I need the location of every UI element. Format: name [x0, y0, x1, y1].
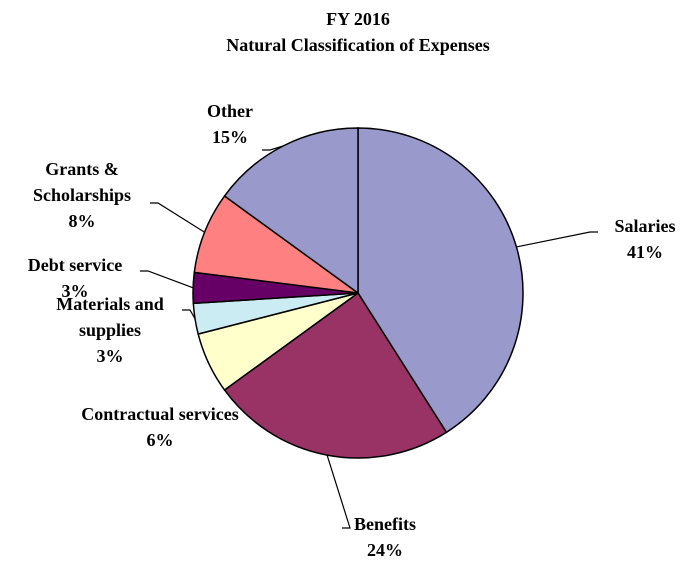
slice-label: Materials and supplies [56, 294, 164, 340]
slice-label: Contractual services [81, 404, 238, 424]
label-line: Contractual services [81, 404, 238, 424]
label-line: Benefits [354, 514, 416, 534]
slice-label: Salaries [615, 216, 676, 236]
slice-label: Debt service [28, 255, 122, 275]
leader-line [182, 309, 196, 320]
leader-line [516, 231, 598, 248]
label-line: Salaries [615, 216, 676, 236]
slice-value-label: 3% [97, 346, 124, 366]
leader-line [326, 454, 351, 529]
slice-value-label: 41% [627, 242, 663, 262]
slice-value-label: 15% [212, 127, 248, 147]
labels: Salaries 41% Benefits 24% Contractual servic… [28, 101, 676, 560]
leader-line [262, 145, 284, 151]
leader-line [150, 202, 205, 233]
slice-label: Benefits [354, 514, 416, 534]
slice-value-label: 24% [367, 540, 403, 560]
label-line: Other [207, 101, 253, 121]
slice-label: Other [207, 101, 253, 121]
slice-value-label: 3% [62, 281, 89, 301]
slice-value-label: 8% [69, 211, 96, 231]
slice-value-label: 6% [147, 430, 174, 450]
pie-slice [223, 127, 359, 295]
pie-slice [223, 291, 448, 459]
leader-line [140, 270, 194, 289]
chart-subtitle: Natural Classification of Expenses [226, 35, 490, 55]
label-line: Scholarships [33, 185, 131, 205]
label-line: supplies [79, 320, 141, 340]
chart-title: FY 2016 [326, 9, 390, 29]
pie [192, 127, 524, 459]
pie-slice [357, 127, 524, 434]
label-line: Materials and [56, 294, 164, 314]
label-line: Grants & [45, 159, 119, 179]
slice-label: Grants & Scholarships [33, 159, 131, 205]
label-line: Debt service [28, 255, 122, 275]
